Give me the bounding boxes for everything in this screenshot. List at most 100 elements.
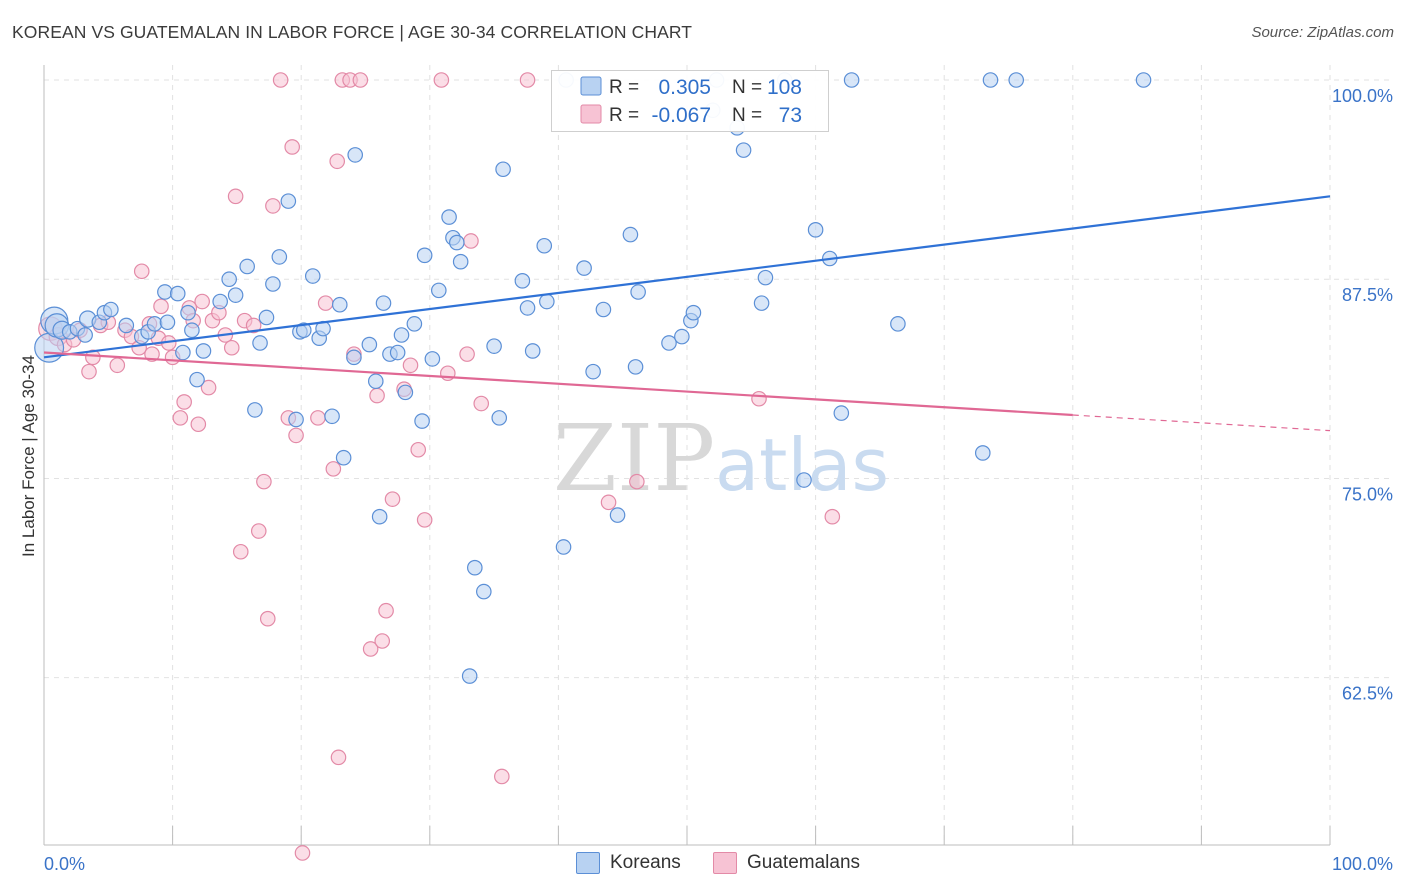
guatemalan-point-68 [519, 72, 536, 88]
legend-n-value-guatemalans: 73 [779, 104, 802, 127]
guatemalan-point-70 [629, 473, 645, 490]
korean-point-78 [622, 226, 639, 243]
guatemalan-point-48 [330, 749, 347, 766]
guatemalan-point-21 [176, 394, 192, 410]
korean-point-97 [890, 316, 906, 332]
korean-point-95 [833, 405, 850, 421]
korean-point-99 [982, 72, 999, 88]
guatemalan-point-62 [433, 72, 450, 88]
legend-item-koreans: Koreans [576, 852, 681, 874]
korean-point-98 [974, 445, 991, 461]
korean-point-35 [295, 322, 312, 339]
korean-point-27 [247, 402, 263, 418]
guatemalan-point-55 [374, 633, 391, 649]
korean-trend-line [43, 195, 1331, 359]
guatemalan-point-5 [81, 363, 97, 380]
watermark-atlas: atlas [715, 423, 889, 507]
guatemalan-point-57 [384, 491, 401, 507]
guatemalan-point-71 [751, 390, 767, 407]
guatemalans-label: Guatemalans [747, 852, 861, 873]
guatemalan-point-69 [600, 494, 617, 511]
guatemalan-point-20 [172, 410, 189, 426]
korean-point-21 [189, 371, 205, 388]
korean-point-33 [288, 411, 304, 428]
x-tick-label-1: 100.0% [1332, 854, 1393, 874]
korean-point-54 [416, 247, 433, 264]
x-tick-label-0: 0.0% [44, 854, 85, 874]
koreans-label: Koreans [610, 852, 681, 873]
korean-point-19 [180, 304, 196, 321]
korean-point-77 [609, 507, 626, 523]
korean-point-55 [424, 351, 441, 367]
guatemalan-point-60 [410, 441, 427, 458]
axes [43, 65, 1331, 846]
guatemalan-point-9 [109, 357, 126, 374]
korean-point-64 [486, 338, 502, 354]
korean-point-75 [585, 363, 601, 380]
source-label: Source: ZipAtlas.com [1251, 24, 1394, 41]
guatemalan-point-15 [144, 346, 160, 362]
guatemalan-point-61 [416, 512, 433, 528]
guatemalan-trend-line [43, 351, 1073, 417]
korean-point-14 [146, 316, 163, 332]
korean-point-32 [280, 193, 297, 209]
guatemalan-point-54 [369, 387, 385, 404]
guatemalans-swatch [713, 852, 737, 874]
legend-n-label-koreans: N = [732, 77, 762, 98]
korean-point-20 [184, 322, 200, 339]
korean-point-45 [367, 373, 384, 390]
legend-r-value-koreans: 0.305 [658, 76, 711, 99]
guatemalan-point-47 [329, 153, 346, 170]
guatemalan-point-41 [284, 139, 300, 155]
koreans-points [34, 72, 1152, 684]
korean-point-63 [476, 583, 492, 600]
korean-point-88 [735, 142, 752, 158]
y-tick-label-3: 62.5% [1342, 684, 1393, 704]
guatemalan-point-64 [459, 346, 475, 362]
korean-point-15 [157, 284, 173, 300]
korean-point-50 [393, 327, 410, 343]
guatemalan-point-38 [265, 198, 281, 214]
korean-point-36 [304, 268, 321, 284]
guatemalan-point-17 [153, 298, 169, 315]
korean-point-11 [118, 317, 135, 334]
koreans-swatch [576, 852, 600, 874]
korean-point-92 [796, 472, 812, 488]
korean-point-40 [331, 296, 348, 313]
guatemalan-point-25 [194, 293, 210, 310]
korean-point-71 [539, 293, 555, 310]
guatemalan-point-53 [362, 641, 379, 657]
legend-n-value-koreans: 108 [767, 76, 802, 99]
korean-point-24 [221, 271, 237, 288]
legend-swatch-guatemalans [580, 104, 602, 124]
guatemalan-point-34 [245, 317, 262, 334]
korean-point-68 [519, 300, 536, 316]
y-axis-label: In Labor Force | Age 30-34 [19, 355, 38, 557]
korean-point-6 [77, 327, 93, 343]
guatemalan-point-42 [288, 427, 304, 444]
korean-point-17 [169, 285, 186, 302]
korean-point-93 [807, 222, 824, 238]
tick-labels: 100.0% 87.5% 75.0% 62.5% 0.0% 100.0% [44, 86, 1393, 874]
korean-point-76 [595, 301, 612, 318]
korean-point-47 [375, 295, 392, 311]
korean-point-89 [753, 295, 770, 311]
korean-point-69 [524, 343, 541, 359]
korean-point-42 [346, 349, 362, 366]
y-tick-label-1: 87.5% [1342, 285, 1393, 305]
guatemalan-point-37 [259, 610, 276, 627]
korean-point-74 [576, 260, 592, 276]
korean-point-30 [265, 276, 281, 292]
korean-point-65 [491, 410, 508, 426]
korean-point-23 [212, 293, 228, 310]
korean-point-72 [555, 539, 572, 555]
korean-point-70 [536, 237, 553, 254]
korean-point-80 [630, 284, 646, 300]
korean-point-18 [175, 344, 191, 361]
trend-lines [43, 195, 1331, 432]
guatemalan-trend-line-dashed [1072, 414, 1331, 432]
guatemalan-point-26 [200, 379, 217, 396]
legend-item-guatemalans: Guatemalans [713, 852, 860, 874]
guatemalan-point-65 [463, 233, 479, 249]
